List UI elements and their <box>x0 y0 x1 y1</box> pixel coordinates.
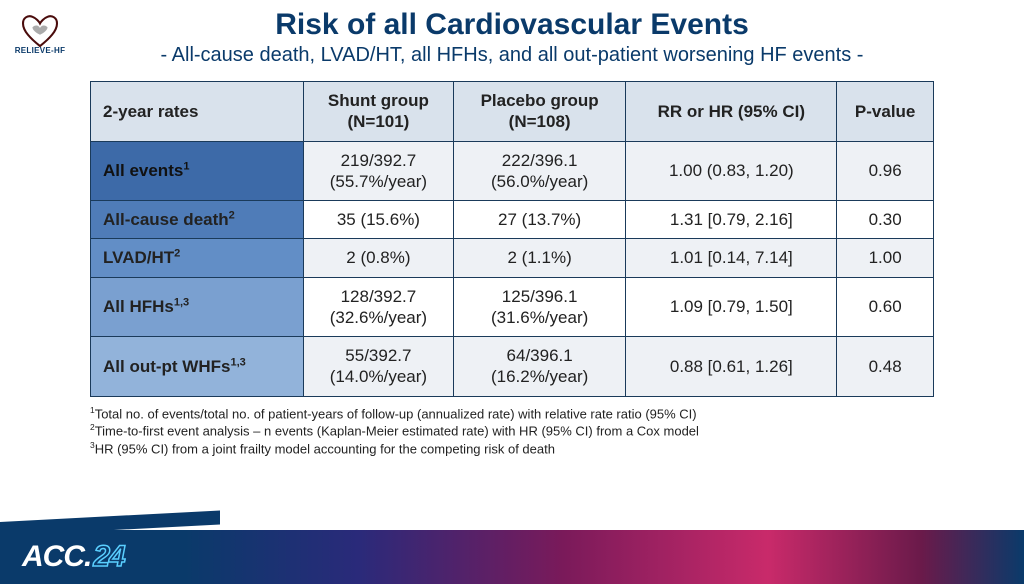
cell-shunt: 35 (15.6%) <box>303 201 453 239</box>
column-header: RR or HR (95% CI) <box>626 82 837 142</box>
column-header: Shunt group(N=101) <box>303 82 453 142</box>
heart-hands-icon <box>21 14 59 48</box>
cell-rr: 1.31 [0.79, 2.16] <box>626 201 837 239</box>
acc-logo: ACC.24 <box>22 540 125 574</box>
row-label: All events1 <box>91 141 304 201</box>
table-row: All-cause death235 (15.6%)27 (13.7%)1.31… <box>91 201 934 239</box>
cell-placebo: 222/396.1(56.0%/year) <box>453 141 625 201</box>
cell-shunt: 219/392.7(55.7%/year) <box>303 141 453 201</box>
results-table-container: 2-year ratesShunt group(N=101)Placebo gr… <box>90 81 934 397</box>
cell-shunt: 128/392.7(32.6%/year) <box>303 277 453 337</box>
row-label: All-cause death2 <box>91 201 304 239</box>
cell-p: 0.48 <box>837 337 934 397</box>
table-row: All events1219/392.7(55.7%/year)222/396.… <box>91 141 934 201</box>
table-row: All HFHs1,3128/392.7(32.6%/year)125/396.… <box>91 277 934 337</box>
cell-placebo: 125/396.1(31.6%/year) <box>453 277 625 337</box>
cell-p: 0.30 <box>837 201 934 239</box>
cell-shunt: 55/392.7(14.0%/year) <box>303 337 453 397</box>
column-header: 2-year rates <box>91 82 304 142</box>
slide-subtitle: - All-cause death, LVAD/HT, all HFHs, an… <box>0 44 1024 67</box>
cell-p: 1.00 <box>837 239 934 277</box>
cell-rr: 1.01 [0.14, 7.14] <box>626 239 837 277</box>
table-row: All out-pt WHFs1,355/392.7(14.0%/year)64… <box>91 337 934 397</box>
column-header: Placebo group(N=108) <box>453 82 625 142</box>
footnote: 3HR (95% CI) from a joint frailty model … <box>90 440 934 458</box>
cell-shunt: 2 (0.8%) <box>303 239 453 277</box>
row-label: All HFHs1,3 <box>91 277 304 337</box>
cell-rr: 1.00 (0.83, 1.20) <box>626 141 837 201</box>
column-header: P-value <box>837 82 934 142</box>
table-row: LVAD/HT22 (0.8%)2 (1.1%)1.01 [0.14, 7.14… <box>91 239 934 277</box>
study-logo-label: RELIEVE-HF <box>15 46 66 55</box>
results-table: 2-year ratesShunt group(N=101)Placebo gr… <box>90 81 934 397</box>
footnotes: 1Total no. of events/total no. of patien… <box>90 405 934 458</box>
acc-year: 24 <box>93 540 124 574</box>
study-logo: RELIEVE-HF <box>10 14 70 64</box>
cell-rr: 0.88 [0.61, 1.26] <box>626 337 837 397</box>
cell-placebo: 64/396.1(16.2%/year) <box>453 337 625 397</box>
cell-p: 0.96 <box>837 141 934 201</box>
footnote: 2Time-to-first event analysis – n events… <box>90 422 934 440</box>
cell-placebo: 2 (1.1%) <box>453 239 625 277</box>
cell-placebo: 27 (13.7%) <box>453 201 625 239</box>
row-label: LVAD/HT2 <box>91 239 304 277</box>
row-label: All out-pt WHFs1,3 <box>91 337 304 397</box>
cell-p: 0.60 <box>837 277 934 337</box>
cell-rr: 1.09 [0.79, 1.50] <box>626 277 837 337</box>
footnote: 1Total no. of events/total no. of patien… <box>90 405 934 423</box>
slide-title: Risk of all Cardiovascular Events <box>0 8 1024 42</box>
acc-name: ACC. <box>22 540 91 574</box>
